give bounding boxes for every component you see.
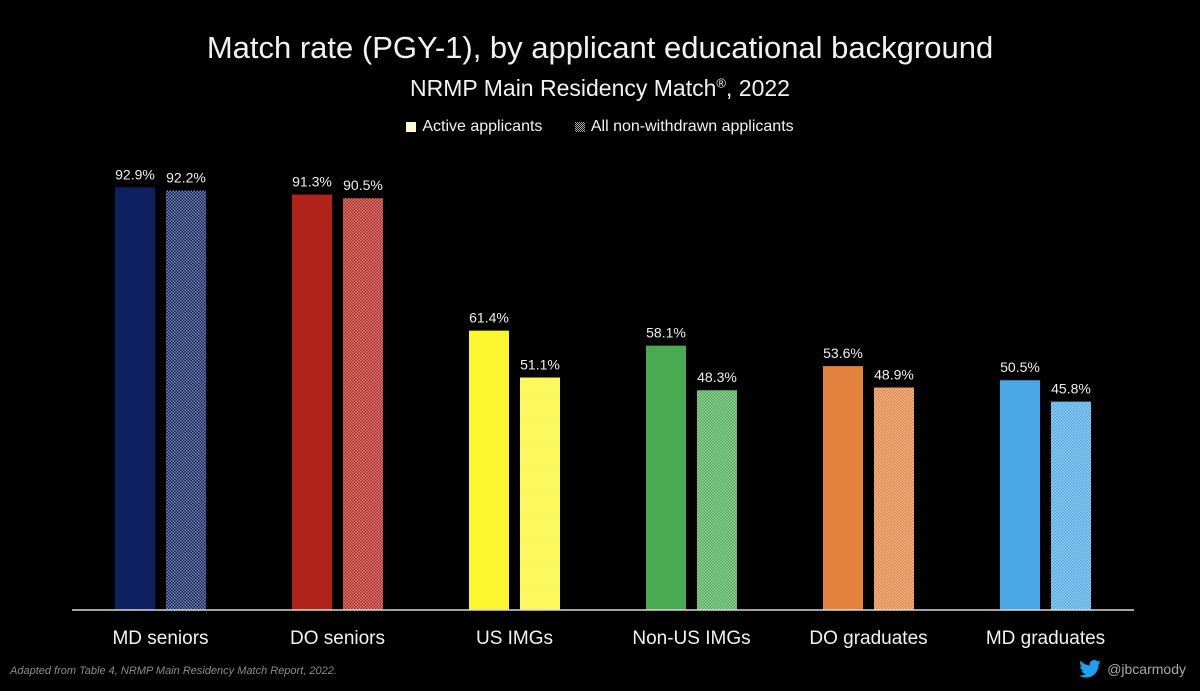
chart-subtitle: NRMP Main Residency Match®, 2022	[0, 75, 1200, 102]
twitter-handle[interactable]: @jbcarmody	[1079, 660, 1186, 678]
bar-all-5	[1051, 401, 1091, 610]
subtitle-year: , 2022	[726, 75, 790, 101]
bar-active-2	[469, 330, 509, 610]
bar-all-2	[520, 377, 560, 610]
x-tick-label-5: MD graduates	[986, 628, 1105, 649]
handle-text: @jbcarmody	[1107, 661, 1186, 677]
source-footnote: Adapted from Table 4, NRMP Main Residenc…	[10, 665, 337, 677]
registered-mark: ®	[716, 75, 726, 91]
data-label-active-2: 61.4%	[469, 310, 509, 326]
bar-all-0	[166, 190, 206, 611]
legend-swatch-dotted	[574, 122, 585, 132]
data-label-all-5: 45.8%	[1051, 381, 1091, 397]
data-label-active-1: 91.3%	[292, 174, 332, 190]
data-label-all-3: 48.3%	[697, 369, 737, 385]
bar-all-3	[697, 390, 737, 610]
chart-title: Match rate (PGY-1), by applicant educati…	[206, 30, 994, 65]
bar-active-0	[115, 187, 155, 610]
legend-swatch-solid	[406, 122, 417, 132]
bar-active-4	[823, 366, 863, 610]
x-tick-label-3: Non-US IMGs	[632, 628, 750, 649]
legend-item-all: All non-withdrawn applicants	[574, 118, 794, 136]
bar-active-5	[1000, 380, 1040, 610]
data-label-active-0: 92.9%	[115, 166, 155, 182]
data-label-all-2: 51.1%	[520, 356, 560, 372]
data-label-all-4: 48.9%	[874, 367, 914, 383]
data-label-active-5: 50.5%	[1000, 359, 1040, 375]
legend-item-active: Active applicants	[406, 118, 542, 136]
subtitle-text: NRMP Main Residency Match	[410, 75, 717, 101]
twitter-bird-icon	[1079, 660, 1102, 678]
bar-all-4	[874, 387, 914, 610]
x-tick-label-2: US IMGs	[476, 628, 553, 649]
data-label-all-0: 92.2%	[166, 169, 206, 185]
legend-label-all: All non-withdrawn applicants	[590, 118, 794, 135]
legend-label-active: Active applicants	[422, 118, 543, 135]
data-label-active-3: 58.1%	[646, 325, 686, 341]
x-tick-label-0: MD seniors	[112, 628, 208, 649]
data-label-active-4: 53.6%	[823, 345, 863, 361]
bar-active-1	[292, 194, 332, 610]
bar-active-3	[646, 345, 686, 610]
bar-all-1	[343, 198, 383, 610]
x-tick-label-4: DO graduates	[809, 628, 927, 649]
legend: Active applicants All non-withdrawn appl…	[0, 118, 1200, 137]
data-label-all-1: 90.5%	[343, 177, 383, 193]
x-tick-label-1: DO seniors	[290, 628, 385, 649]
